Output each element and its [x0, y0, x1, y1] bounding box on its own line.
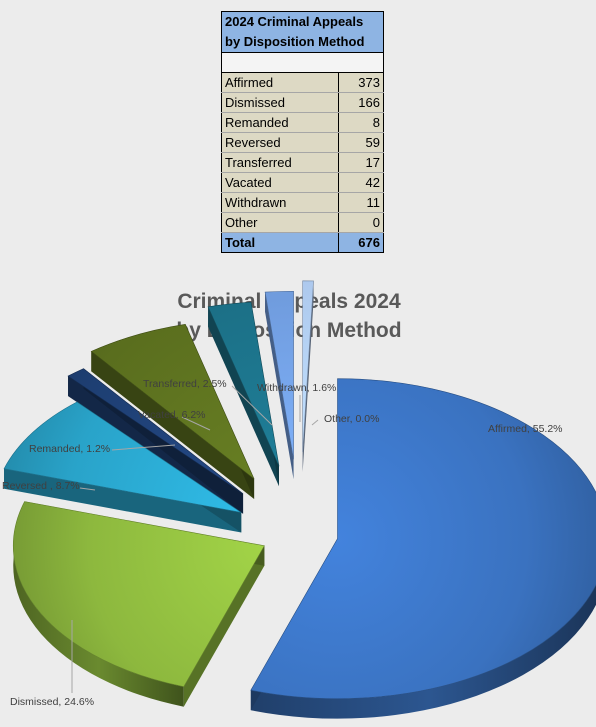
data-label-reversed: Reversed , 8.7%: [2, 480, 80, 492]
row-label: Remanded: [221, 112, 339, 133]
row-value: 17: [338, 152, 384, 173]
table-row: Vacated 42: [221, 172, 384, 193]
table-total-row: Total 676: [221, 232, 384, 253]
leader-line-reversed: [79, 487, 96, 491]
data-label-transferred: Transferred, 2.5%: [143, 378, 227, 390]
slice-remanded: [67, 368, 244, 494]
data-label-dismissed: Dismissed, 24.6%: [10, 696, 94, 708]
table-row: Dismissed 166: [221, 92, 384, 113]
table-row: Transferred 17: [221, 152, 384, 173]
slice-withdrawn: [264, 290, 294, 460]
slice-affirmed: [250, 378, 596, 699]
row-value: 8: [338, 112, 384, 133]
table-row: Affirmed 373: [221, 72, 384, 93]
data-label-remanded: Remanded, 1.2%: [29, 443, 110, 455]
table-title-line2: by Disposition Method: [225, 34, 365, 49]
table-row: Remanded 8: [221, 112, 384, 133]
row-value: 11: [338, 192, 384, 213]
slice-vacated: [90, 323, 255, 480]
slice-wall-other: [302, 280, 314, 473]
pie-tops: [3, 280, 596, 699]
table-title: 2024 Criminal Appeals by Disposition Met…: [221, 11, 384, 53]
slice-side-dismissed: [13, 501, 184, 707]
disposition-table: 2024 Criminal Appeals by Disposition Met…: [221, 11, 384, 253]
slice-other: [302, 280, 314, 453]
data-label-withdrawn: Withdrawn, 1.6%: [257, 382, 336, 394]
slice-reversed: [3, 401, 242, 513]
data-label-vacated: Vacated, 6.2%: [138, 409, 206, 421]
leader-line-other: [311, 419, 319, 426]
slice-wall-dismissed: [183, 545, 265, 707]
row-label: Affirmed: [221, 72, 339, 93]
row-label: Reversed: [221, 132, 339, 153]
row-value: 59: [338, 132, 384, 153]
slice-dismissed: [12, 501, 265, 688]
leader-line-vacated: [181, 416, 211, 431]
row-label: Withdrawn: [221, 192, 339, 213]
row-label: Vacated: [221, 172, 339, 193]
pie-leaders: [71, 385, 319, 693]
data-label-affirmed: Affirmed, 55.2%: [488, 423, 563, 435]
pie-labels: Affirmed, 55.2% Dismissed, 24.6% Reversed …: [2, 378, 563, 708]
slice-transferred: [207, 301, 280, 467]
slice-wall-vacated: [91, 351, 255, 500]
total-value: 676: [338, 232, 384, 253]
table-row: Withdrawn 11: [221, 192, 384, 213]
row-value: 166: [338, 92, 384, 113]
slice-wall-withdrawn: [265, 292, 294, 480]
row-label: Other: [221, 212, 339, 233]
leader-line-remanded: [111, 444, 176, 451]
slice-wall-transferred: [208, 306, 279, 487]
row-value: 42: [338, 172, 384, 193]
row-label: Dismissed: [221, 92, 339, 113]
row-value: 373: [338, 72, 384, 93]
table-blank-row: [221, 52, 384, 73]
total-label: Total: [221, 232, 339, 253]
slice-wall-reversed: [4, 468, 242, 533]
leader-line-transferred: [231, 385, 273, 426]
data-label-other: Other, 0.0%: [324, 413, 379, 425]
table-row: Reversed 59: [221, 132, 384, 153]
table-row: Other 0: [221, 212, 384, 233]
row-label: Transferred: [221, 152, 339, 173]
table-title-line1: 2024 Criminal Appeals: [225, 14, 364, 29]
table-header: 2024 Criminal Appeals by Disposition Met…: [221, 11, 384, 53]
